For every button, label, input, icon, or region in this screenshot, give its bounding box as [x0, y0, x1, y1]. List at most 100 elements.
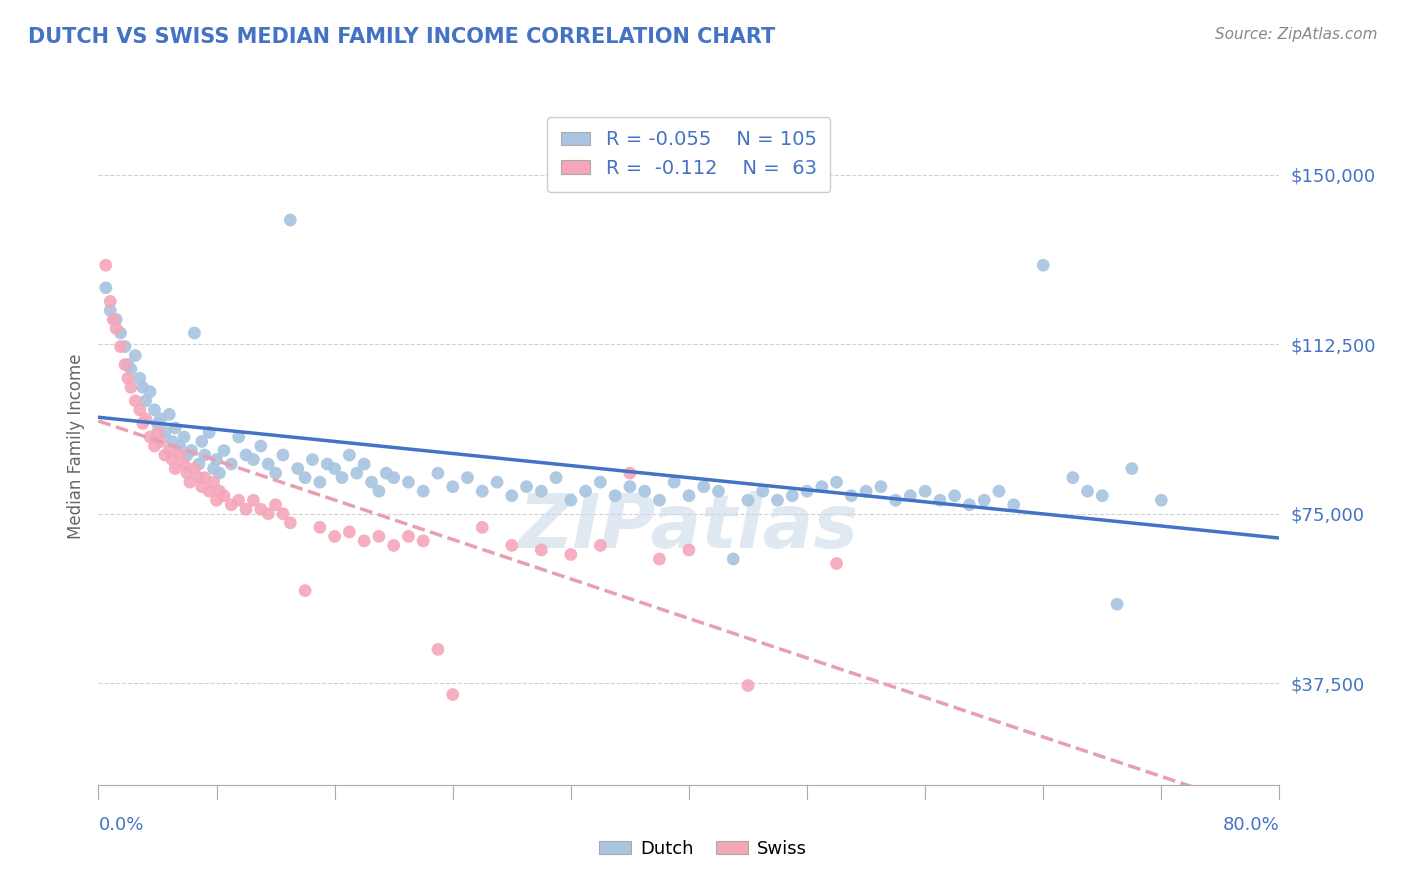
Point: [1121, 461, 1143, 475]
Point: [1002, 498, 1025, 512]
Point: [98, 303, 121, 318]
Point: [693, 480, 716, 494]
Point: [737, 679, 759, 693]
Y-axis label: Median Family Income: Median Family Income: [66, 353, 84, 539]
Point: [501, 489, 523, 503]
Point: [337, 448, 360, 462]
Point: [162, 434, 183, 449]
Point: [869, 480, 891, 494]
Point: [139, 430, 162, 444]
Point: [530, 484, 553, 499]
Point: [648, 493, 671, 508]
Point: [309, 520, 332, 534]
Point: [914, 484, 936, 499]
Point: [678, 543, 700, 558]
Point: [323, 461, 346, 475]
Point: [278, 213, 302, 227]
Point: [250, 439, 273, 453]
Point: [194, 448, 217, 462]
Point: [456, 470, 478, 484]
Point: [124, 393, 146, 408]
Point: [1032, 258, 1054, 272]
Point: [194, 470, 217, 484]
Point: [346, 466, 368, 480]
Point: [183, 461, 205, 475]
Point: [202, 475, 225, 490]
Point: [257, 457, 280, 471]
Point: [796, 484, 818, 499]
Point: [165, 461, 187, 475]
Point: [427, 642, 450, 657]
Point: [309, 475, 332, 490]
Point: [825, 557, 848, 571]
Point: [198, 484, 221, 499]
Point: [664, 475, 686, 490]
Point: [1150, 493, 1173, 508]
Point: [353, 533, 375, 548]
Point: [1062, 470, 1084, 484]
Point: [412, 484, 434, 499]
Point: [619, 480, 641, 494]
Point: [271, 448, 294, 462]
Point: [737, 493, 759, 508]
Point: [751, 484, 773, 499]
Point: [973, 493, 995, 508]
Point: [589, 538, 612, 552]
Point: [323, 529, 346, 543]
Point: [544, 470, 567, 484]
Point: [235, 502, 257, 516]
Point: [486, 475, 509, 490]
Point: [105, 312, 128, 326]
Point: [205, 452, 228, 467]
Point: [278, 516, 302, 530]
Point: [360, 475, 382, 490]
Point: [1091, 489, 1114, 503]
Point: [219, 498, 242, 512]
Point: [678, 489, 700, 503]
Point: [264, 498, 287, 512]
Point: [212, 489, 235, 503]
Point: [1077, 484, 1099, 499]
Point: [103, 312, 125, 326]
Point: [987, 484, 1010, 499]
Point: [441, 688, 464, 702]
Point: [110, 340, 132, 354]
Point: [146, 425, 169, 440]
Text: 0.0%: 0.0%: [98, 816, 143, 834]
Point: [132, 380, 155, 394]
Point: [98, 294, 121, 309]
Point: [515, 480, 537, 494]
Point: [173, 457, 195, 471]
Point: [149, 434, 172, 449]
Point: [560, 548, 582, 562]
Point: [124, 349, 146, 363]
Point: [162, 452, 183, 467]
Point: [135, 393, 157, 408]
Point: [143, 439, 166, 453]
Point: [208, 484, 231, 499]
Point: [128, 402, 150, 417]
Point: [250, 502, 273, 516]
Point: [242, 493, 264, 508]
Point: [139, 384, 162, 399]
Point: [471, 520, 494, 534]
Point: [114, 358, 136, 372]
Point: [183, 326, 205, 340]
Point: [943, 489, 966, 503]
Point: [228, 493, 250, 508]
Point: [242, 452, 264, 467]
Legend: R = -0.055    N = 105, R =  -0.112    N =  63: R = -0.055 N = 105, R = -0.112 N = 63: [547, 117, 831, 192]
Point: [633, 484, 655, 499]
Point: [114, 340, 136, 354]
Point: [301, 452, 323, 467]
Point: [180, 443, 202, 458]
Point: [441, 480, 464, 494]
Point: [287, 461, 309, 475]
Point: [228, 430, 250, 444]
Point: [294, 470, 316, 484]
Point: [501, 538, 523, 552]
Point: [375, 466, 398, 480]
Point: [471, 484, 494, 499]
Point: [169, 448, 191, 462]
Point: [146, 417, 169, 431]
